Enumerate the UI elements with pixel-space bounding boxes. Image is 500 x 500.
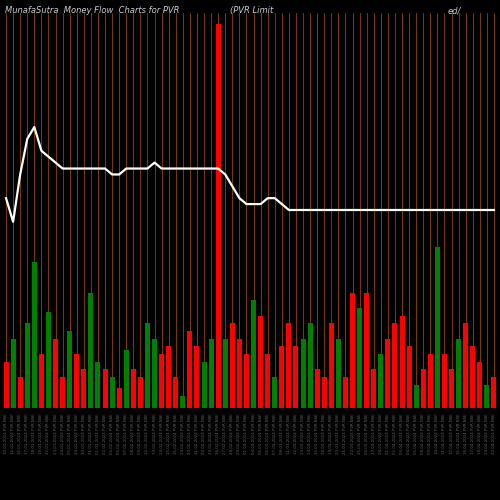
Bar [478,362,482,408]
Bar [4,362,8,408]
Bar [110,377,114,408]
Bar [208,338,214,407]
Bar [400,316,404,408]
Bar [442,354,447,408]
Bar [251,300,256,408]
Bar [456,338,461,407]
Bar [357,308,362,408]
Bar [25,323,29,407]
Bar [102,369,108,408]
Bar [308,323,312,407]
Bar [329,323,334,407]
Bar [265,354,270,408]
Text: MunafaSutra  Money Flow  Charts for PVR: MunafaSutra Money Flow Charts for PVR [5,6,180,15]
Bar [435,246,440,408]
Bar [336,338,341,407]
Bar [421,369,426,408]
Bar [116,388,121,407]
Bar [372,369,376,408]
Bar [230,323,235,407]
Bar [223,338,228,407]
Bar [272,377,277,408]
Bar [258,316,263,408]
Bar [180,396,186,407]
Bar [244,354,249,408]
Bar [10,338,16,407]
Bar [406,346,412,408]
Bar [166,346,171,408]
Bar [216,24,220,407]
Bar [350,292,355,408]
Bar [364,292,369,408]
Bar [386,338,390,407]
Bar [428,354,433,408]
Bar [131,369,136,408]
Bar [18,377,22,408]
Bar [39,354,44,408]
Bar [96,362,100,408]
Bar [294,346,298,408]
Bar [449,369,454,408]
Bar [470,346,475,408]
Bar [300,338,306,407]
Bar [202,362,206,408]
Text: ed/: ed/ [448,6,461,15]
Bar [463,323,468,407]
Bar [237,338,242,407]
Bar [322,377,326,408]
Text: (PVR Limit: (PVR Limit [230,6,273,15]
Bar [46,312,51,408]
Bar [159,354,164,408]
Bar [343,377,348,408]
Bar [174,377,178,408]
Bar [88,292,94,408]
Bar [145,323,150,407]
Bar [82,369,86,408]
Bar [280,346,284,408]
Bar [74,354,79,408]
Bar [414,384,418,407]
Bar [60,377,65,408]
Bar [67,331,72,407]
Bar [152,338,157,407]
Bar [492,377,496,408]
Bar [392,323,398,407]
Bar [286,323,292,407]
Bar [124,350,128,408]
Bar [188,331,192,407]
Bar [194,346,200,408]
Bar [138,377,143,408]
Bar [484,384,490,407]
Bar [378,354,384,408]
Bar [32,262,37,408]
Bar [53,338,58,407]
Bar [314,369,320,408]
